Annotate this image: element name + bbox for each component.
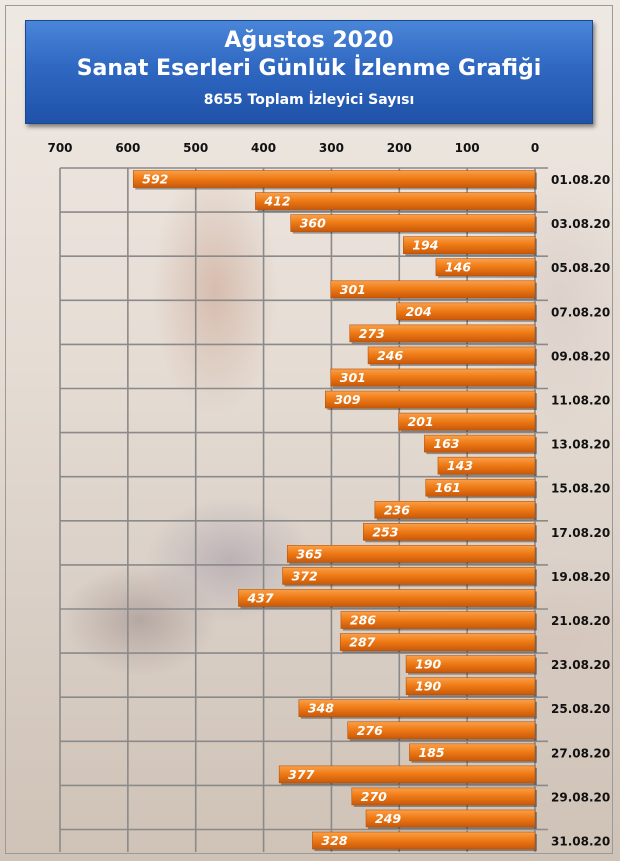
date-label: 15.08.20 bbox=[551, 482, 610, 496]
x-tick-label: 300 bbox=[319, 141, 344, 155]
bar bbox=[238, 589, 536, 607]
bar bbox=[325, 390, 536, 409]
chart-frame bbox=[5, 5, 613, 854]
bar bbox=[374, 500, 536, 519]
bar-value-label: 287 bbox=[349, 635, 375, 650]
bar bbox=[351, 787, 536, 806]
total-viewers: 8655 Toplam İzleyici Sayısı bbox=[203, 92, 415, 108]
bar bbox=[278, 765, 536, 784]
bar bbox=[365, 809, 536, 828]
bar-value-label: 276 bbox=[357, 723, 383, 738]
bar bbox=[409, 743, 536, 762]
bar-value-label: 249 bbox=[375, 811, 401, 826]
bar bbox=[339, 633, 536, 651]
bar-value-label: 143 bbox=[447, 458, 473, 473]
bar bbox=[287, 545, 536, 563]
bar-value-label: 190 bbox=[415, 679, 441, 694]
bar-value-label: 253 bbox=[372, 524, 398, 539]
chart-subtitle: Sanat Eserleri Günlük İzlenme Grafiği bbox=[76, 56, 542, 81]
bar bbox=[330, 280, 536, 299]
date-label: 11.08.20 bbox=[551, 394, 610, 408]
bar-value-label: 309 bbox=[334, 392, 360, 407]
bar-value-label: 236 bbox=[384, 502, 410, 517]
bar bbox=[425, 478, 536, 497]
date-label: 01.08.20 bbox=[551, 173, 610, 187]
bar-value-label: 270 bbox=[361, 789, 387, 804]
bars: 592 412 360 194 146 301 204 273 246 301 309 201 163 1… bbox=[132, 170, 538, 852]
x-tick-label: 400 bbox=[251, 141, 276, 155]
bar-value-label: 372 bbox=[292, 568, 318, 583]
bar-value-label: 163 bbox=[433, 436, 459, 451]
bar-value-label: 328 bbox=[321, 833, 347, 848]
bar-value-label: 365 bbox=[296, 546, 322, 561]
chart-header: Ağustos 2020 Sanat Eserleri Günlük İzlen… bbox=[25, 20, 593, 124]
date-label: 09.08.20 bbox=[551, 349, 610, 363]
bar bbox=[330, 368, 536, 387]
x-tick-label: 200 bbox=[387, 141, 412, 155]
bar-value-label: 161 bbox=[435, 480, 461, 495]
bar bbox=[282, 567, 536, 585]
bar-value-label: 437 bbox=[246, 590, 273, 605]
bar bbox=[405, 677, 536, 695]
bar-value-label: 246 bbox=[377, 348, 403, 363]
date-label: 25.08.20 bbox=[551, 702, 610, 716]
bar bbox=[396, 302, 536, 321]
bar bbox=[403, 236, 536, 254]
bar-value-label: 185 bbox=[418, 745, 444, 760]
x-tick-label: 100 bbox=[455, 141, 480, 155]
date-label: 23.08.20 bbox=[551, 658, 610, 672]
date-label: 31.08.20 bbox=[551, 835, 610, 849]
x-tick-label: 500 bbox=[183, 141, 208, 155]
date-label: 07.08.20 bbox=[551, 305, 610, 319]
bar-value-label: 273 bbox=[359, 326, 385, 341]
date-label: 21.08.20 bbox=[551, 614, 610, 628]
date-label: 29.08.20 bbox=[551, 790, 610, 804]
x-tick-label: 0 bbox=[531, 141, 539, 155]
bar-value-label: 360 bbox=[300, 216, 326, 231]
bar bbox=[340, 611, 536, 629]
bar bbox=[437, 456, 536, 475]
date-labels: 01.08.20 03.08.20 05.08.20 07.08.20 09.08.20… bbox=[551, 173, 610, 849]
chart-title: Ağustos 2020 bbox=[224, 28, 394, 53]
bar-value-label: 301 bbox=[340, 282, 366, 297]
bar-value-label: 204 bbox=[406, 304, 432, 319]
bar bbox=[298, 699, 536, 718]
bar bbox=[398, 412, 536, 431]
bar bbox=[424, 434, 536, 453]
bar bbox=[132, 170, 536, 188]
date-label: 13.08.20 bbox=[551, 438, 610, 452]
date-label: 27.08.20 bbox=[551, 746, 610, 760]
bar-value-label: 201 bbox=[408, 414, 434, 429]
bar bbox=[435, 258, 536, 277]
x-tick-label: 600 bbox=[115, 141, 140, 155]
bar-value-label: 190 bbox=[415, 657, 441, 672]
bar bbox=[367, 346, 536, 365]
bar-value-label: 592 bbox=[142, 172, 168, 187]
bar bbox=[312, 831, 536, 850]
date-label: 17.08.20 bbox=[551, 526, 610, 540]
bar-value-label: 301 bbox=[340, 370, 366, 385]
date-label: 03.08.20 bbox=[551, 217, 610, 231]
bar bbox=[255, 192, 536, 210]
bar-value-label: 194 bbox=[412, 238, 438, 253]
date-label: 19.08.20 bbox=[551, 570, 610, 584]
bar bbox=[363, 523, 536, 541]
date-label: 05.08.20 bbox=[551, 261, 610, 275]
bar-value-label: 146 bbox=[445, 260, 471, 275]
bar bbox=[347, 721, 536, 740]
bar-value-label: 377 bbox=[288, 767, 314, 782]
x-axis-ticks: 700 600 500 400 300 200 100 0 bbox=[47, 141, 539, 155]
bar-value-label: 412 bbox=[263, 194, 290, 209]
bar bbox=[290, 214, 536, 232]
x-tick-label: 700 bbox=[47, 141, 72, 155]
bar-value-label: 286 bbox=[350, 613, 376, 628]
bar bbox=[405, 655, 536, 673]
bar-value-label: 348 bbox=[308, 701, 334, 716]
bar bbox=[349, 324, 536, 343]
